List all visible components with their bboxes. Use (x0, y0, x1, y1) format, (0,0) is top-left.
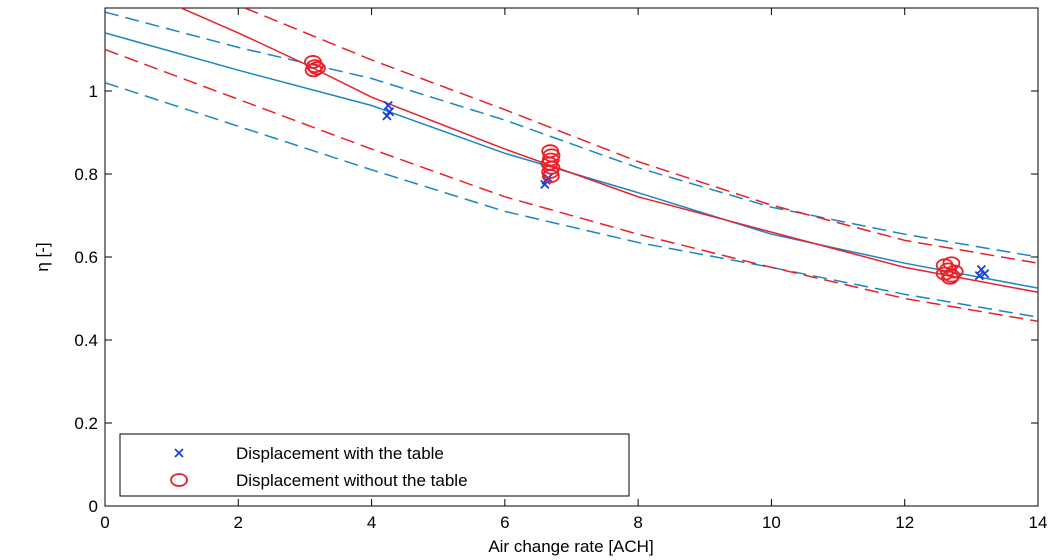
x-tick-label: 14 (1029, 513, 1048, 532)
x-tick-label: 8 (633, 513, 642, 532)
x-tick-label: 0 (100, 513, 109, 532)
legend-cross-icon (174, 448, 184, 458)
legend-box (119, 433, 630, 497)
x-axis-ticks: 0 2 4 6 8 10 12 14 (100, 8, 1047, 532)
data-point-without-table (941, 270, 959, 285)
fit-curve-2 (105, 81, 1038, 318)
y-tick-label: 0.2 (74, 414, 98, 433)
legend-circle-icon (170, 473, 188, 487)
y-axis-ticks: 0 0.2 0.4 0.6 0.8 1 (74, 82, 1038, 516)
data-point-with-table (974, 271, 984, 281)
y-tick-label: 0.6 (74, 248, 98, 267)
legend-marker-cross (174, 448, 184, 458)
fit-curves (105, 8, 1038, 323)
y-tick-label: 1 (89, 82, 98, 101)
fit-curve-5 (105, 48, 1038, 323)
x-tick-label: 12 (895, 513, 914, 532)
data-point-with-table (980, 268, 990, 279)
data-point-without-table (308, 61, 326, 76)
plot-area (104, 7, 1039, 507)
legend: Displacement with the table Displacement… (119, 433, 630, 497)
data-point-without-table (541, 165, 560, 179)
fit-curve-1 (105, 11, 1038, 258)
legend-marker-circle (170, 473, 188, 487)
x-tick-label: 2 (234, 513, 243, 532)
data-points (304, 55, 990, 285)
x-axis-label: Air change rate [ACH] (488, 537, 653, 556)
data-point-with-table (384, 107, 395, 117)
data-point-without-table (304, 63, 323, 78)
y-tick-label: 0.8 (74, 165, 98, 184)
data-point-with-table (382, 111, 392, 121)
y-tick-label: 0.4 (74, 331, 98, 350)
legend-label-with-table: Displacement with the table (236, 444, 444, 463)
x-tick-label: 6 (500, 513, 509, 532)
y-axis-label: η [-] (33, 242, 52, 271)
x-tick-label: 4 (367, 513, 376, 532)
y-tick-label: 0 (89, 497, 98, 516)
data-point-without-table (541, 169, 560, 183)
fit-curve-4 (244, 8, 1038, 264)
legend-label-without-table: Displacement without the table (236, 471, 468, 490)
fit-curve-3 (179, 8, 1038, 294)
x-tick-label: 10 (762, 513, 781, 532)
